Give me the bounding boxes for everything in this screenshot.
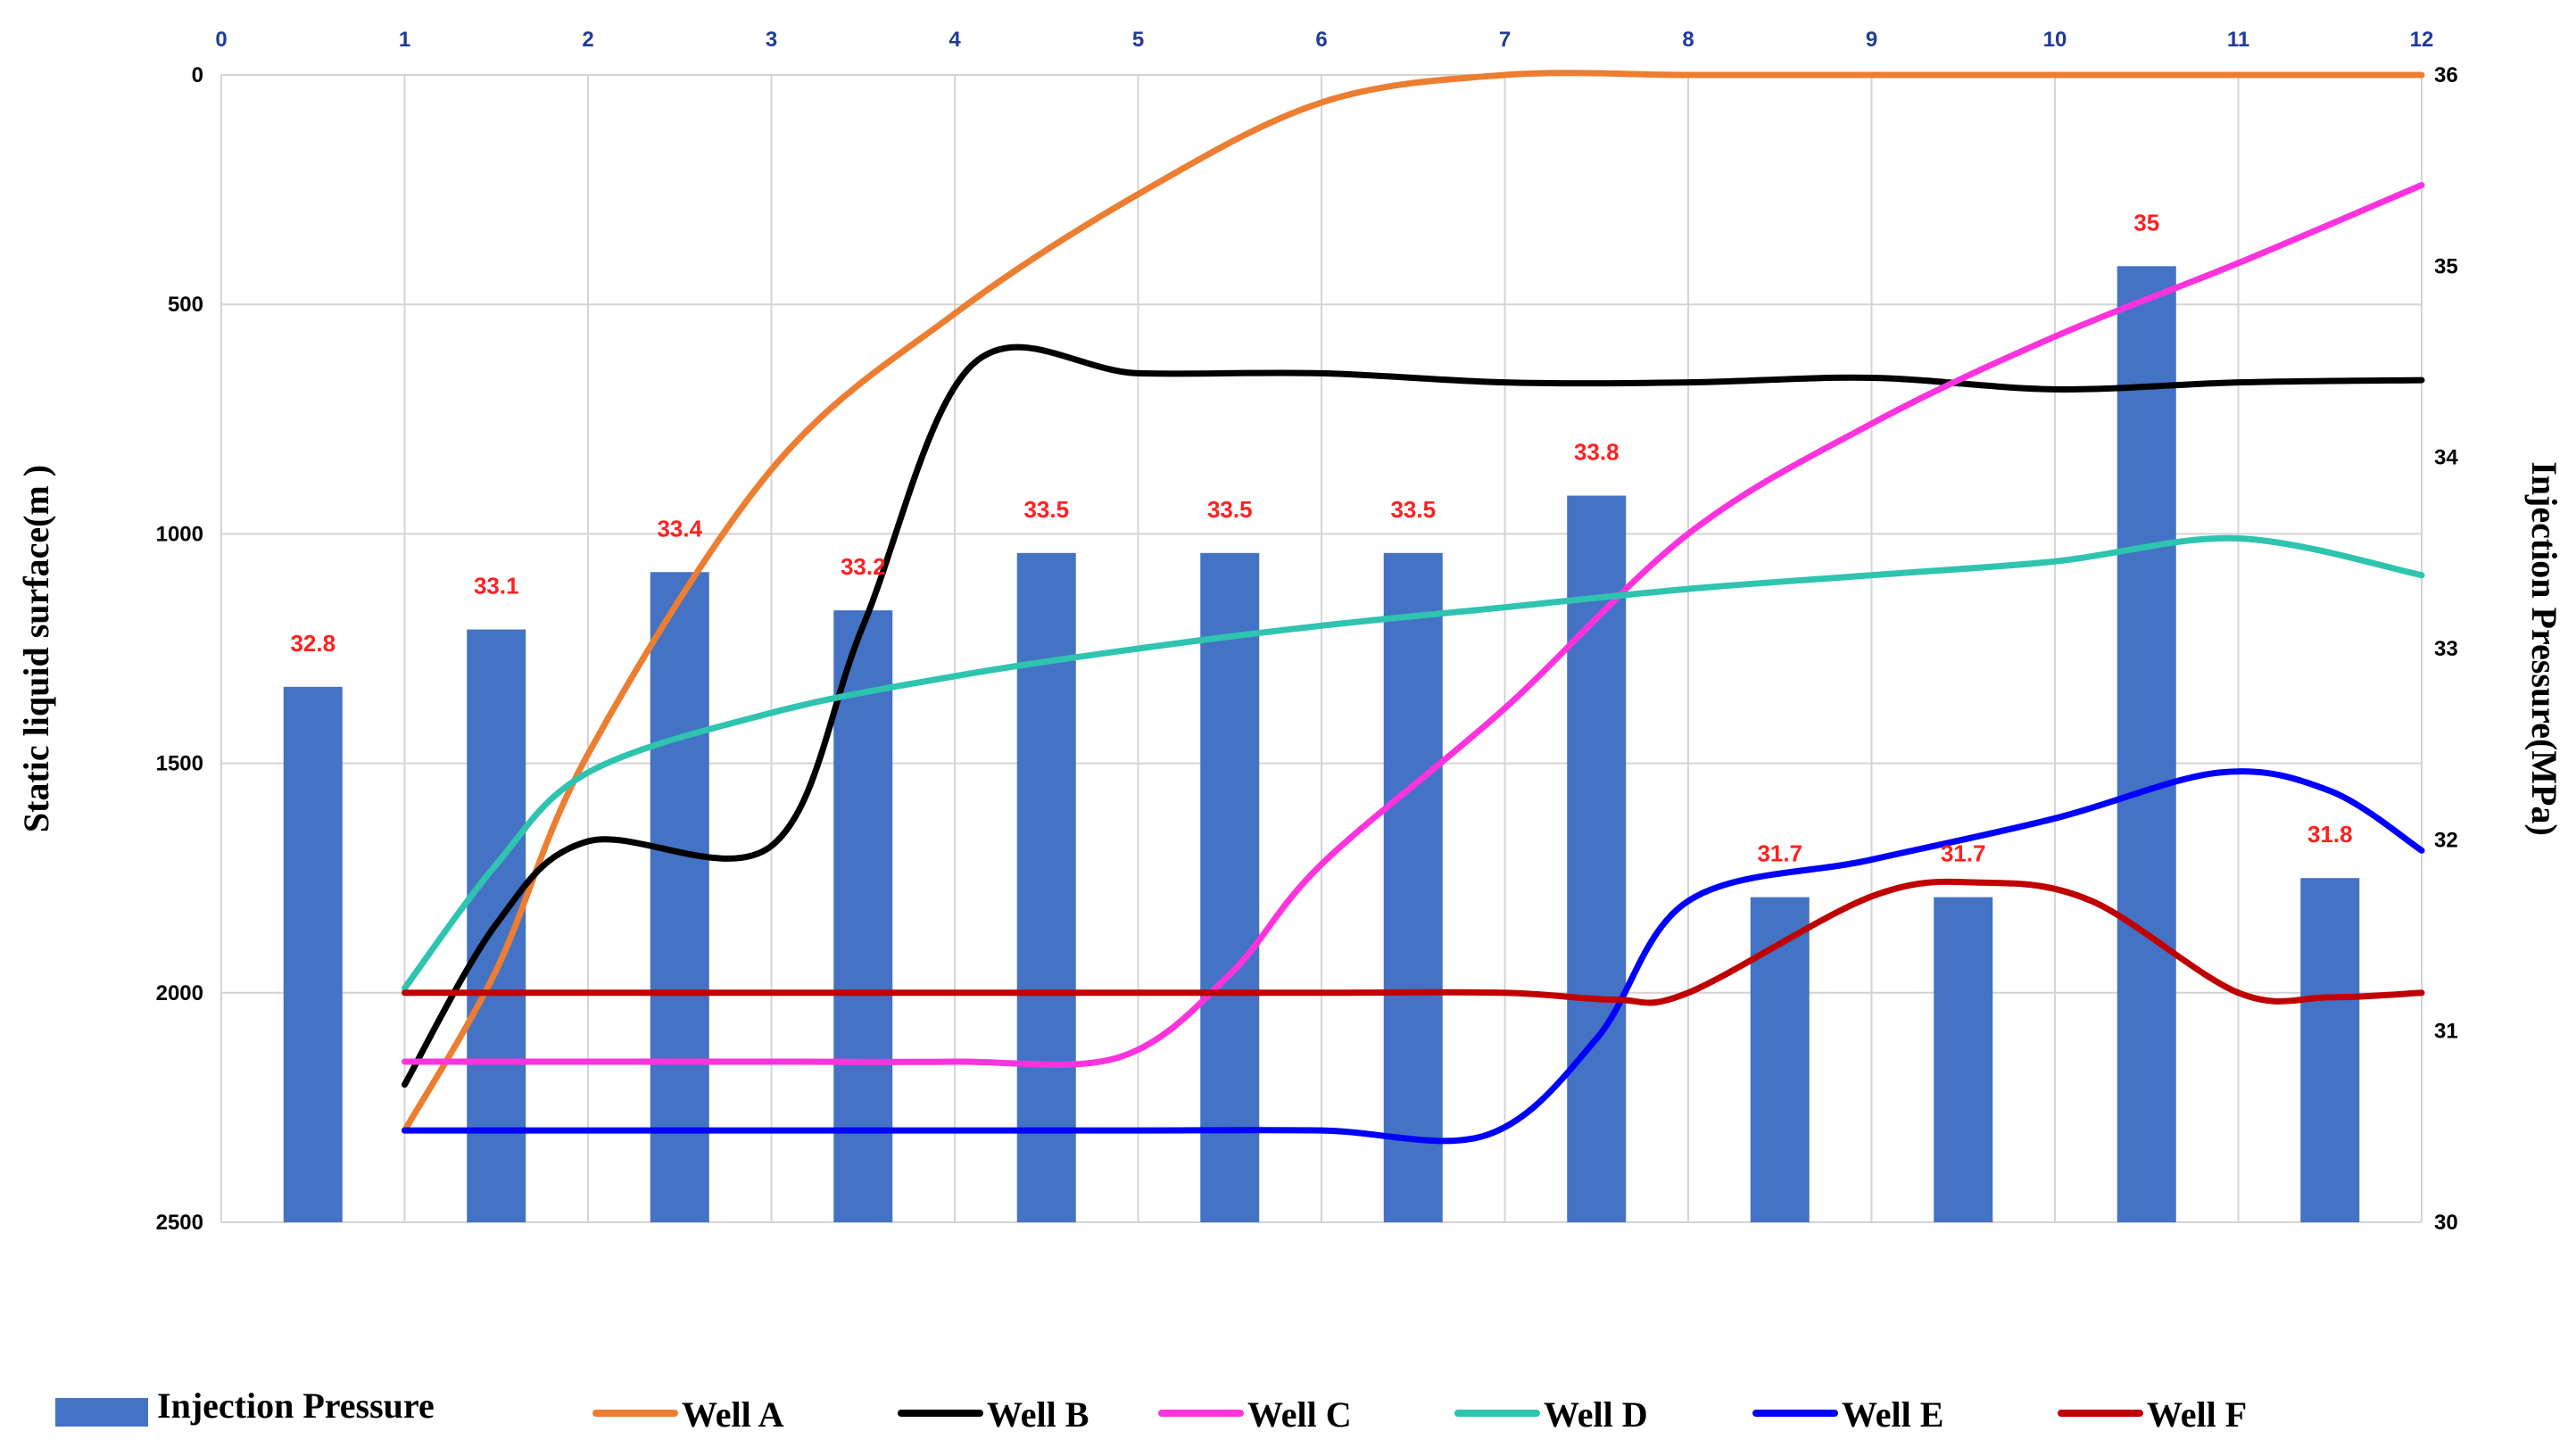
left-y-tick-label: 1500 [156, 752, 203, 776]
bar-data-label: 32.8 [290, 630, 335, 657]
well-a-line [402, 70, 2425, 1134]
x-tick-label: 4 [949, 28, 961, 52]
right-y-tick-label: 32 [2434, 828, 2458, 852]
x-tick-label: 8 [1682, 28, 1694, 52]
x-tick-label: 12 [2410, 28, 2434, 52]
bar-data-label: 31.7 [1941, 840, 1986, 867]
x-tick-label: 6 [1315, 28, 1327, 52]
right-y-tick-label: 35 [2434, 254, 2458, 278]
line-series [402, 70, 2425, 1145]
bar-data-label: 33.8 [1574, 439, 1619, 466]
bar-data-label: 33.4 [657, 515, 702, 542]
x-tick-label: 0 [215, 28, 227, 52]
x-tick-label: 2 [582, 28, 593, 52]
bar-data-label: 33.5 [1023, 496, 1069, 523]
left-y-tick-label: 2500 [156, 1211, 203, 1235]
bar [2300, 878, 2360, 1222]
left-axis-title: Static liquid surface(m ) [16, 465, 56, 832]
x-tick-label: 9 [1866, 28, 1877, 52]
bar [1016, 552, 1076, 1222]
right-axis-title: Injection Pressure(MPa) [2524, 461, 2564, 836]
x-tick-label: 10 [2043, 28, 2067, 52]
legend: Injection Pressure Well A Well B Well C Well… [55, 1386, 2247, 1435]
right-y-tick-label: 33 [2434, 637, 2458, 661]
well-c-line [402, 182, 2425, 1068]
bar [1934, 897, 1993, 1222]
bar-data-label: 35 [2133, 209, 2159, 236]
legend-label-well-b: Well B [987, 1394, 1089, 1435]
x-tick-label: 5 [1132, 28, 1144, 52]
bar [1567, 495, 1627, 1222]
well-b-line [402, 343, 2425, 1088]
left-y-tick-label: 1000 [156, 522, 203, 546]
bar-data-label: 33.5 [1390, 496, 1436, 523]
well-e-line [402, 768, 2425, 1145]
left-y-tick-label: 2000 [156, 981, 203, 1005]
bar-data-label: 31.8 [2307, 821, 2353, 848]
left-y-tick-label: 500 [168, 293, 203, 317]
right-y-tick-label: 34 [2434, 446, 2458, 470]
x-tick-label: 1 [399, 28, 410, 52]
data-labels: 32.8 33.1 33.4 33.2 33.5 33.5 33.5 33.8 31.7 31.7… [290, 209, 2352, 866]
x-tick-label: 7 [1499, 28, 1511, 52]
legend-label-well-f: Well F [2147, 1394, 2247, 1435]
well-d-line [402, 534, 2425, 992]
bar [283, 686, 343, 1222]
grid-lines [220, 74, 2423, 1223]
legend-label-well-e: Well E [1842, 1394, 1943, 1435]
bar-data-label: 33.1 [474, 573, 519, 600]
left-y-tick-label: 0 [192, 63, 203, 87]
legend-label-well-c: Well C [1247, 1394, 1352, 1435]
bar [1200, 552, 1260, 1222]
bar [2117, 266, 2176, 1222]
bar-data-label: 33.5 [1207, 496, 1253, 523]
right-y-tick-label: 36 [2434, 63, 2458, 87]
bar [1383, 552, 1443, 1222]
bar [833, 610, 893, 1222]
x-tick-label: 11 [2227, 28, 2249, 52]
legend-label-well-d: Well D [1544, 1394, 1648, 1435]
legend-label-injection-pressure: Injection Pressure [157, 1386, 435, 1426]
bar-data-label: 31.7 [1757, 840, 1802, 867]
bar [650, 572, 709, 1222]
legend-swatch-injection-pressure [55, 1398, 148, 1427]
right-y-tick-label: 30 [2434, 1211, 2458, 1235]
legend-label-well-a: Well A [682, 1394, 784, 1435]
right-y-tick-label: 31 [2434, 1020, 2458, 1044]
x-tick-label: 3 [766, 28, 777, 52]
well-f-line [402, 878, 2425, 1006]
bar-data-label: 33.2 [841, 553, 886, 580]
